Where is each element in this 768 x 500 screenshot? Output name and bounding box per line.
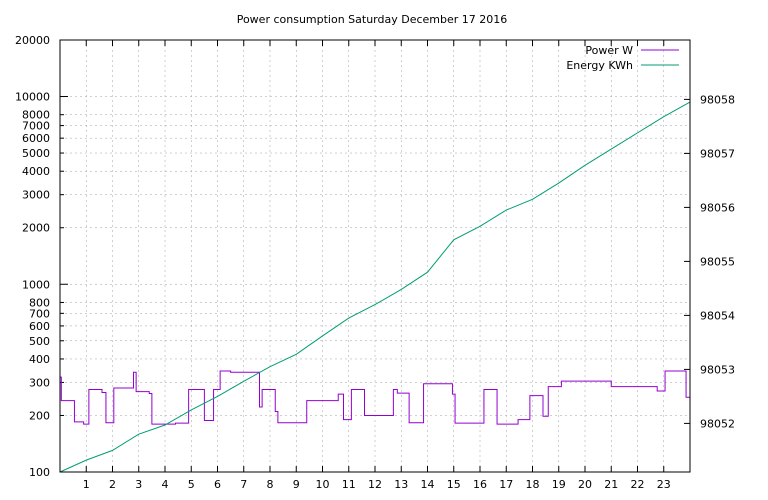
x-tick-label: 21 xyxy=(604,478,618,491)
y-tick-label: 7000 xyxy=(22,120,50,133)
y2-tick-label: 98056 xyxy=(700,201,735,214)
y-tick-label: 500 xyxy=(29,335,50,348)
x-tick-label: 16 xyxy=(473,478,487,491)
grid-lines xyxy=(60,39,690,473)
legend-label: Energy KWh xyxy=(566,59,633,72)
y-tick-label: 3000 xyxy=(22,189,50,202)
x-tick-label: 5 xyxy=(188,478,195,491)
x-tick-label: 12 xyxy=(368,478,382,491)
x-tick-label: 15 xyxy=(447,478,461,491)
x-tick-label: 8 xyxy=(267,478,274,491)
x-tick-label: 20 xyxy=(578,478,592,491)
series-lines xyxy=(59,101,691,473)
y-tick-label: 200 xyxy=(29,409,50,422)
x-tick-label: 18 xyxy=(526,478,540,491)
y-tick-label: 8000 xyxy=(22,109,50,122)
x-tick-label: 14 xyxy=(421,478,435,491)
legend-label: Power W xyxy=(585,44,633,57)
y2-tick-label: 98057 xyxy=(700,147,735,160)
x-tick-label: 9 xyxy=(293,478,300,491)
y2-axis-ticks: 98052 98053 98054 98055 98056 98057 98058 xyxy=(684,93,735,430)
power-series-line xyxy=(60,370,690,425)
y-tick-label: 700 xyxy=(29,307,50,320)
x-tick-label: 13 xyxy=(394,478,408,491)
y2-tick-label: 98052 xyxy=(700,417,735,430)
y2-tick-label: 98054 xyxy=(700,309,735,322)
y2-tick-label: 98058 xyxy=(700,93,735,106)
y2-tick-label: 98053 xyxy=(700,363,735,376)
x-tick-label: 19 xyxy=(552,478,566,491)
x-tick-label: 3 xyxy=(135,478,142,491)
y-tick-label: 20000 xyxy=(15,34,50,47)
x-tick-label: 1 xyxy=(83,478,90,491)
x-tick-label: 23 xyxy=(657,478,671,491)
y-tick-label: 5000 xyxy=(22,147,50,160)
y-tick-label: 600 xyxy=(29,320,50,333)
y-tick-label: 10000 xyxy=(15,91,50,104)
chart-title: Power consumption Saturday December 17 2… xyxy=(237,13,508,26)
y-tick-label: 4000 xyxy=(22,165,50,178)
y-tick-label: 1000 xyxy=(22,278,50,291)
y-tick-label: 300 xyxy=(29,376,50,389)
y-tick-label: 6000 xyxy=(22,132,50,145)
x-axis-ticks: 1 2 3 4 5 6 7 8 9 10 11 12 13 14 15 16 17 18 19 20 21 22 23 xyxy=(83,40,671,491)
y-tick-label: 100 xyxy=(29,466,50,479)
legend: Power W Energy KWh xyxy=(566,44,679,72)
x-tick-label: 11 xyxy=(342,478,356,491)
x-tick-label: 4 xyxy=(162,478,169,491)
y-tick-label: 2000 xyxy=(22,222,50,235)
x-tick-label: 2 xyxy=(109,478,116,491)
plot-frame xyxy=(59,39,691,473)
y2-tick-label: 98055 xyxy=(700,255,735,268)
y-tick-label: 400 xyxy=(29,353,50,366)
energy-series-line xyxy=(59,101,691,473)
x-tick-label: 17 xyxy=(499,478,513,491)
y-tick-label: 800 xyxy=(29,296,50,309)
x-tick-label: 10 xyxy=(316,478,330,491)
x-tick-label: 22 xyxy=(631,478,645,491)
x-tick-label: 7 xyxy=(240,478,247,491)
x-tick-label: 6 xyxy=(214,478,221,491)
